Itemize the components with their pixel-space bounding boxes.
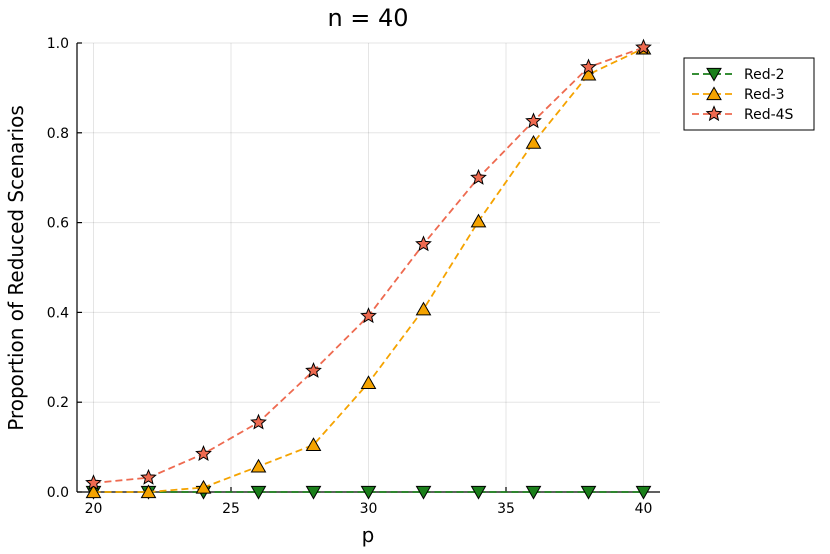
legend-marker <box>705 105 723 122</box>
data-point-red-4s <box>250 413 267 430</box>
x-tick-label: 25 <box>222 501 240 517</box>
x-tick-label: 20 <box>85 501 103 517</box>
data-point-red-3 <box>195 479 212 494</box>
data-point-red-3 <box>85 484 102 499</box>
data-point-red-4s <box>635 38 652 55</box>
data-point-red-3 <box>140 484 157 499</box>
y-tick-label: 0.2 <box>47 395 69 411</box>
x-tick-label: 40 <box>635 501 653 517</box>
data-point-red-2 <box>470 485 487 500</box>
chart-title: n = 40 <box>327 4 408 32</box>
y-tick-label: 0.8 <box>47 126 69 142</box>
y-axis-label: Proportion of Reduced Scenarios <box>4 105 28 431</box>
data-point-red-2 <box>580 485 597 500</box>
legend: Red-2 Red-3 Red-4S <box>683 57 815 131</box>
data-point-red-4s <box>140 468 157 485</box>
data-point-red-2 <box>305 485 322 500</box>
data-point-red-4s <box>470 168 487 185</box>
data-point-red-3 <box>250 458 267 473</box>
legend-label: Red-3 <box>744 87 785 103</box>
x-axis-label: p <box>362 523 375 547</box>
y-tick-label: 0.0 <box>47 485 69 501</box>
data-point-red-3 <box>525 135 542 149</box>
data-point-red-3 <box>360 375 377 389</box>
data-point-red-2 <box>415 485 432 500</box>
data-point-red-2 <box>250 485 267 500</box>
data-point-red-4s <box>525 112 542 129</box>
x-tick-label: 35 <box>497 501 515 517</box>
data-point-red-4s <box>580 58 597 75</box>
y-tick-label: 0.6 <box>47 216 69 232</box>
data-point-red-4s <box>195 445 212 461</box>
data-point-red-4s <box>85 474 102 491</box>
data-point-red-3 <box>305 437 322 451</box>
x-tick-label: 30 <box>360 501 378 517</box>
data-point-red-2 <box>635 485 652 500</box>
data-point-red-4s <box>360 307 377 324</box>
legend-label: Red-2 <box>744 67 785 83</box>
legend-marker <box>706 86 722 101</box>
series-layer <box>85 38 652 500</box>
data-point-red-2 <box>525 485 542 500</box>
legend-marker <box>706 67 722 82</box>
data-point-red-4s <box>415 235 432 252</box>
data-point-red-3 <box>470 213 487 228</box>
data-point-red-3 <box>580 66 597 81</box>
data-point-red-3 <box>415 301 432 316</box>
legend-label: Red-4S <box>744 107 794 123</box>
y-tick-label: 0.4 <box>47 305 69 321</box>
grid <box>77 42 660 493</box>
data-point-red-2 <box>360 485 377 500</box>
y-tick-label: 1.0 <box>47 36 69 52</box>
ticks: 20 25 30 35 40 0.0 0.2 0.4 0.6 0.8 1.0 <box>47 36 653 517</box>
data-point-red-4s <box>305 361 322 378</box>
